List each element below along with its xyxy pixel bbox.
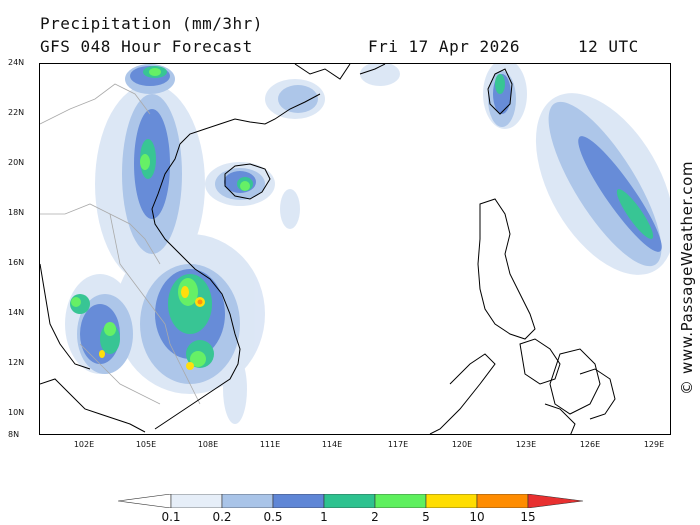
lon-label: 129E	[643, 440, 665, 449]
lat-label: 14N	[8, 308, 25, 317]
lat-label: 16N	[8, 258, 25, 267]
legend-cell-max	[527, 494, 584, 508]
precipitation-map	[39, 63, 671, 435]
coastlines	[40, 64, 616, 434]
legend-cell	[272, 494, 325, 508]
lon-label: 105E	[135, 440, 157, 449]
legend-cell-min	[118, 494, 172, 508]
lon-label: 120E	[451, 440, 473, 449]
lon-label: 123E	[515, 440, 537, 449]
forecast-time: 12 UTC	[578, 37, 639, 56]
legend-cell	[170, 494, 223, 508]
lon-label: 102E	[73, 440, 95, 449]
credit-text: © www.PassageWeather.com	[678, 160, 696, 395]
legend-tick: 0.5	[263, 510, 283, 524]
legend-tick: 1	[320, 510, 328, 524]
lon-label: 111E	[259, 440, 281, 449]
legend-tick: 5	[422, 510, 430, 524]
lon-label: 114E	[321, 440, 343, 449]
lat-label: 12N	[8, 358, 25, 367]
legend-cell	[221, 494, 274, 508]
map-title: Precipitation (mm/3hr)	[40, 14, 263, 33]
legend-cell	[323, 494, 376, 508]
country-borders	[40, 83, 201, 405]
lat-label: 8N	[8, 430, 20, 439]
lon-label: 117E	[387, 440, 409, 449]
legend-tick: 15	[520, 510, 536, 524]
lon-label: 126E	[579, 440, 601, 449]
lat-label: 10N	[8, 408, 25, 417]
legend-tick: 10	[469, 510, 485, 524]
legend-cell	[425, 494, 478, 508]
legend-tick: 0.1	[161, 510, 181, 524]
color-legend	[118, 494, 584, 508]
legend-cell	[374, 494, 427, 508]
legend-cell	[476, 494, 529, 508]
map-subtitle: GFS 048 Hour Forecast	[40, 37, 253, 56]
precipitation-field	[65, 64, 670, 424]
lat-label: 18N	[8, 208, 25, 217]
legend-tick: 0.2	[212, 510, 232, 524]
legend-tick: 2	[371, 510, 379, 524]
lat-label: 24N	[8, 58, 25, 67]
lon-label: 108E	[197, 440, 219, 449]
forecast-date: Fri 17 Apr 2026	[368, 37, 520, 56]
lat-label: 20N	[8, 158, 25, 167]
map-canvas	[40, 64, 670, 434]
lat-label: 22N	[8, 108, 25, 117]
